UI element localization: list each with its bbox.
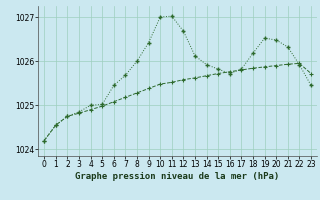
X-axis label: Graphe pression niveau de la mer (hPa): Graphe pression niveau de la mer (hPa) [76,172,280,181]
